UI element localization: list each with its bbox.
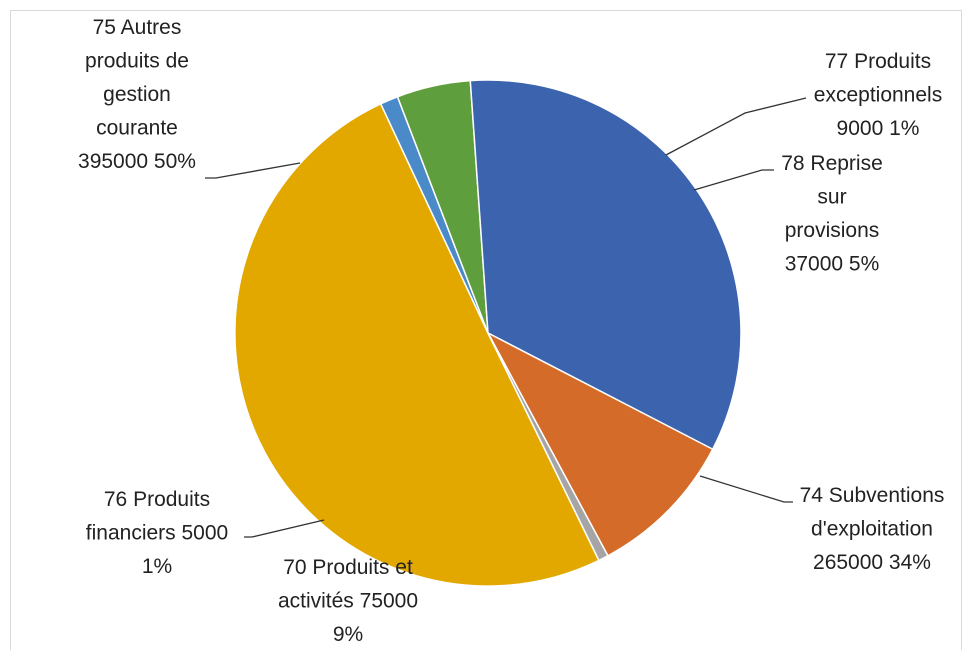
pie-slice-4 (469, 79, 742, 451)
data-label-4: 74 Subventions d'exploitation 265000 34% (800, 484, 945, 574)
data-label-line: 70 Produits et (283, 556, 413, 579)
data-label-5: 70 Produits et activités 75000 9% (278, 556, 418, 646)
data-label-line: 77 Produits (825, 50, 931, 73)
data-label-2: 77 Produits exceptionnels 9000 1% (814, 50, 942, 140)
leader-line-4 (699, 475, 793, 503)
leader-lines (205, 97, 807, 538)
leader-line-3 (693, 169, 774, 191)
data-label-line: 9% (333, 623, 363, 646)
data-label-line: 75 Autres (93, 16, 182, 39)
data-label-line: 37000 5% (785, 253, 880, 276)
pie-slice-1 (234, 102, 600, 587)
pie-slice-5 (486, 331, 714, 557)
data-label-line: 265000 34% (813, 551, 931, 574)
data-label-line: 76 Produits (104, 488, 210, 511)
data-label-line: activités 75000 (278, 590, 418, 613)
data-label-line: provisions (785, 219, 880, 242)
data-label-line: d'exploitation (811, 518, 933, 541)
data-labels: 75 Autres produits de gestion courante 39500… (78, 16, 944, 646)
data-label-3: 78 Reprise sur provisions 37000 5% (781, 152, 883, 276)
data-label-line: 74 Subventions (800, 484, 945, 507)
leader-line-2 (665, 97, 807, 156)
data-label-line: 78 Reprise (781, 152, 883, 175)
pie-slices (234, 79, 742, 587)
data-label-line: produits de (85, 50, 189, 73)
data-label-line: 9000 1% (837, 117, 920, 140)
data-label-1: 75 Autres produits de gestion courante 39500… (78, 16, 196, 173)
data-label-line: courante (96, 117, 178, 140)
leader-line-1 (205, 162, 301, 179)
leader-line-6 (244, 519, 325, 538)
data-label-6: 76 Produits financiers 5000 1% (86, 488, 228, 578)
data-label-line: gestion (103, 83, 171, 106)
data-label-line: 395000 50% (78, 150, 196, 173)
data-label-line: exceptionnels (814, 84, 942, 107)
pie-slice-6 (487, 332, 609, 562)
data-label-line: sur (817, 186, 846, 209)
data-label-line: 1% (142, 555, 172, 578)
data-label-line: financiers 5000 (86, 522, 228, 545)
